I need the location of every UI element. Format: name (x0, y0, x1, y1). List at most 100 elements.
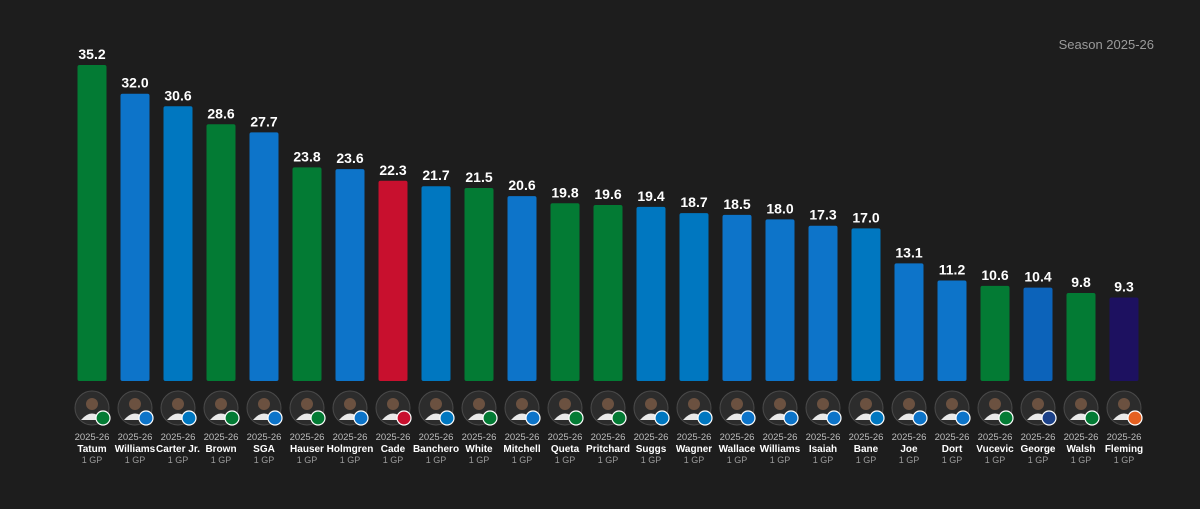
bar (593, 205, 623, 381)
player-name-label: Williams (760, 444, 801, 455)
player-name-label: Suggs (636, 444, 667, 455)
player-head-icon (258, 398, 270, 410)
player-name-label: Fleming (1105, 444, 1143, 455)
games-played-label: 1 GP (899, 455, 920, 465)
value-label: 19.8 (551, 184, 578, 200)
games-played-label: 1 GP (297, 455, 318, 465)
bar (980, 285, 1010, 381)
games-played-label: 1 GP (813, 455, 834, 465)
bar (1023, 287, 1053, 381)
player-head-icon (774, 398, 786, 410)
team-badge-icon (998, 410, 1014, 426)
player-head-icon (86, 398, 98, 410)
games-played-label: 1 GP (1071, 455, 1092, 465)
season-year-label: 2025-26 (333, 432, 368, 443)
season-year-label: 2025-26 (1064, 432, 1099, 443)
value-label: 11.2 (939, 261, 966, 277)
player-name-label: Wallace (719, 444, 756, 455)
season-year-label: 2025-26 (978, 432, 1013, 443)
player-name-label: Hauser (290, 444, 324, 455)
player-name-label: Williams (115, 444, 156, 455)
player-head-icon (946, 398, 958, 410)
season-year-label: 2025-26 (376, 432, 411, 443)
season-year-label: 2025-26 (419, 432, 454, 443)
bar (163, 106, 193, 381)
team-badge-icon (482, 410, 498, 426)
season-year-label: 2025-26 (849, 432, 884, 443)
bar (550, 203, 580, 381)
team-badge-icon (654, 410, 670, 426)
value-label: 19.4 (637, 188, 664, 204)
player-name-label: Tatum (77, 444, 106, 455)
bar (851, 228, 881, 381)
team-badge-icon (611, 410, 627, 426)
games-played-label: 1 GP (727, 455, 748, 465)
team-badge-icon (353, 410, 369, 426)
player-head-icon (516, 398, 528, 410)
player-head-icon (344, 398, 356, 410)
value-label: 21.5 (465, 169, 492, 185)
value-label: 13.1 (895, 244, 922, 260)
player-head-icon (860, 398, 872, 410)
bar (120, 93, 150, 382)
value-label: 32.0 (121, 75, 148, 91)
value-label: 9.3 (1114, 279, 1134, 295)
team-badge-icon (955, 410, 971, 426)
player-head-icon (129, 398, 141, 410)
games-played-label: 1 GP (211, 455, 232, 465)
player-head-icon (903, 398, 915, 410)
season-year-label: 2025-26 (290, 432, 325, 443)
team-badge-icon (1041, 410, 1057, 426)
season-year-label: 2025-26 (161, 432, 196, 443)
season-year-label: 2025-26 (1107, 432, 1142, 443)
player-head-icon (430, 398, 442, 410)
games-played-label: 1 GP (82, 455, 103, 465)
player-name-label: Bane (854, 444, 879, 455)
team-badge-icon (826, 410, 842, 426)
season-year-label: 2025-26 (634, 432, 669, 443)
games-played-label: 1 GP (383, 455, 404, 465)
player-name-label: Pritchard (586, 444, 630, 455)
games-played-label: 1 GP (512, 455, 533, 465)
bar (292, 167, 322, 381)
player-head-icon (387, 398, 399, 410)
team-badge-icon (267, 410, 283, 426)
value-label: 35.2 (78, 46, 105, 62)
games-played-label: 1 GP (684, 455, 705, 465)
player-head-icon (602, 398, 614, 410)
games-played-label: 1 GP (125, 455, 146, 465)
value-label: 28.6 (207, 105, 234, 121)
bar (722, 214, 752, 381)
team-badge-icon (95, 410, 111, 426)
season-year-label: 2025-26 (204, 432, 239, 443)
season-year-label: 2025-26 (677, 432, 712, 443)
team-badge-icon (568, 410, 584, 426)
team-badge-icon (1084, 410, 1100, 426)
player-name-label: Brown (205, 444, 236, 455)
player-name-label: Mitchell (503, 444, 540, 455)
value-label: 23.6 (336, 150, 363, 166)
season-year-label: 2025-26 (763, 432, 798, 443)
bar (77, 65, 107, 381)
season-year-label: 2025-26 (892, 432, 927, 443)
value-label: 23.8 (293, 148, 320, 164)
player-head-icon (172, 398, 184, 410)
value-label: 20.6 (508, 177, 535, 193)
team-badge-icon (224, 410, 240, 426)
games-played-label: 1 GP (641, 455, 662, 465)
player-head-icon (688, 398, 700, 410)
value-label: 9.8 (1071, 274, 1091, 290)
bar (636, 206, 666, 381)
value-label: 27.7 (250, 113, 277, 129)
value-label: 21.7 (422, 167, 449, 183)
team-badge-icon (310, 410, 326, 426)
team-badge-icon (181, 410, 197, 426)
player-name-label: Holmgren (327, 444, 374, 455)
season-year-label: 2025-26 (462, 432, 497, 443)
player-head-icon (215, 398, 227, 410)
player-head-icon (1032, 398, 1044, 410)
season-year-label: 2025-26 (548, 432, 583, 443)
games-played-label: 1 GP (254, 455, 275, 465)
player-name-label: Joe (900, 444, 918, 455)
player-head-icon (817, 398, 829, 410)
